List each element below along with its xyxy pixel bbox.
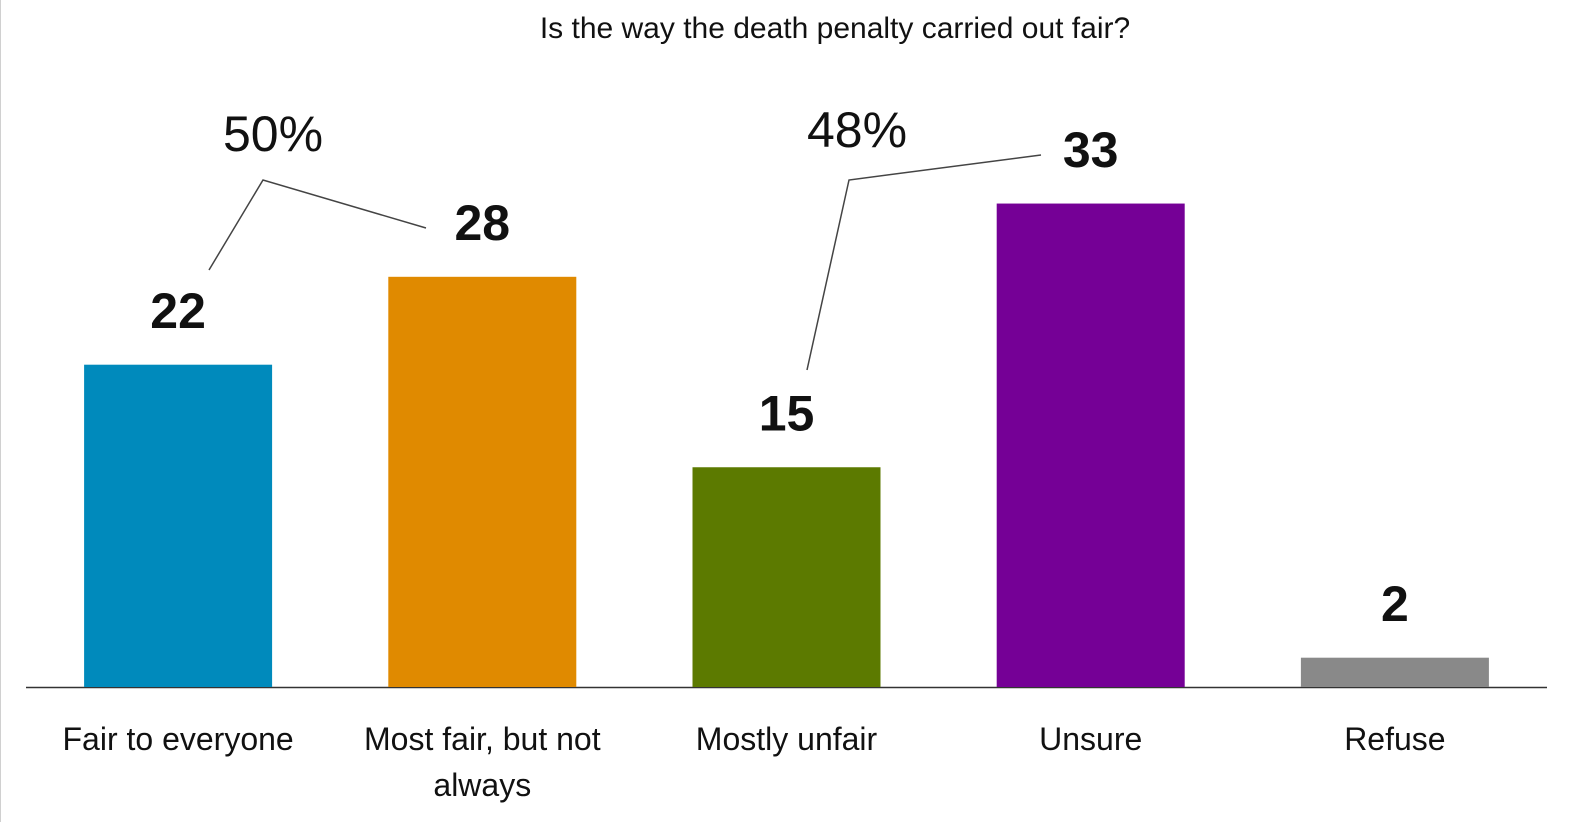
bar <box>996 203 1185 688</box>
bar <box>692 467 881 687</box>
leader-line <box>806 154 1042 371</box>
data-label: 15 <box>759 385 815 441</box>
x-tick-label: Mostly unfair <box>695 721 878 757</box>
data-label: 33 <box>1063 122 1119 178</box>
bar <box>1300 657 1489 687</box>
data-label: 22 <box>150 283 206 339</box>
data-label: 2 <box>1381 576 1409 632</box>
data-label: 28 <box>454 195 510 251</box>
leader-line <box>208 179 427 271</box>
chart-title: Is the way the death penalty carried out… <box>540 12 1130 45</box>
x-tick-label: Refuse <box>1344 721 1446 757</box>
x-tick-label: Fair to everyone <box>62 721 294 757</box>
annotation: 48% <box>807 102 907 158</box>
bar <box>84 364 273 687</box>
annotation: 50% <box>223 106 323 162</box>
bar <box>388 276 577 687</box>
x-tick-label: Unsure <box>1039 721 1143 757</box>
x-tick-label: Most fair, but not always <box>364 721 601 803</box>
